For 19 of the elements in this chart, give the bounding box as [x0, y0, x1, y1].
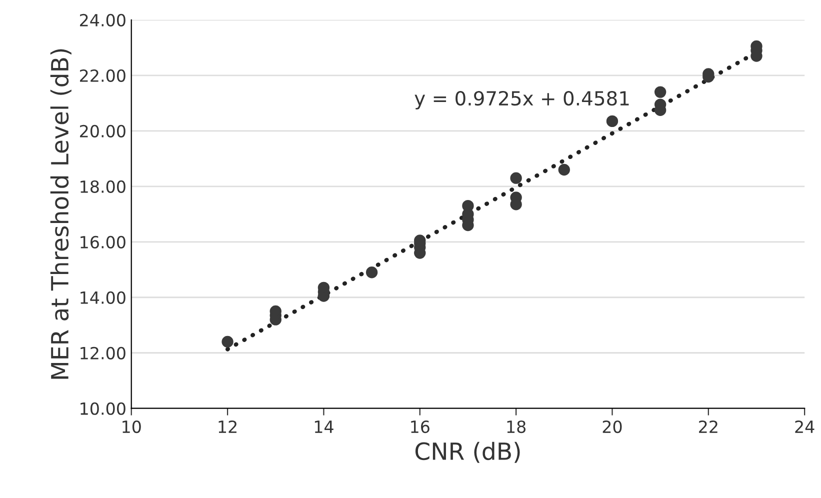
y-tick-label: 20.00 [80, 124, 126, 138]
annotation: y = 0.9725x + 0.4581 [414, 90, 629, 110]
y-tick-label: 14.00 [80, 291, 126, 304]
y-tick-label: 16.00 [80, 236, 126, 248]
y-tick-label: 12.00 [80, 346, 126, 360]
x-tick-label: 14 [314, 420, 334, 433]
y-axis-title: MER at Threshold Level (dB) [50, 49, 72, 379]
y-tick-label: 10.00 [80, 402, 126, 415]
x-axis-title: CNR (dB) [415, 442, 520, 463]
x-tick-label: 10 [122, 420, 141, 434]
x-tick-label: 24 [795, 420, 814, 433]
x-tick-label: 16 [411, 420, 430, 434]
y-tick-label: 18.00 [80, 180, 126, 193]
y-tick-label: 22.00 [80, 69, 126, 82]
x-tick-label: 20 [602, 420, 622, 434]
x-tick-label: 22 [699, 420, 718, 433]
y-tick-label: 24.00 [80, 14, 126, 26]
x-tick-label: 18 [507, 420, 526, 434]
x-tick-label: 12 [218, 420, 236, 433]
